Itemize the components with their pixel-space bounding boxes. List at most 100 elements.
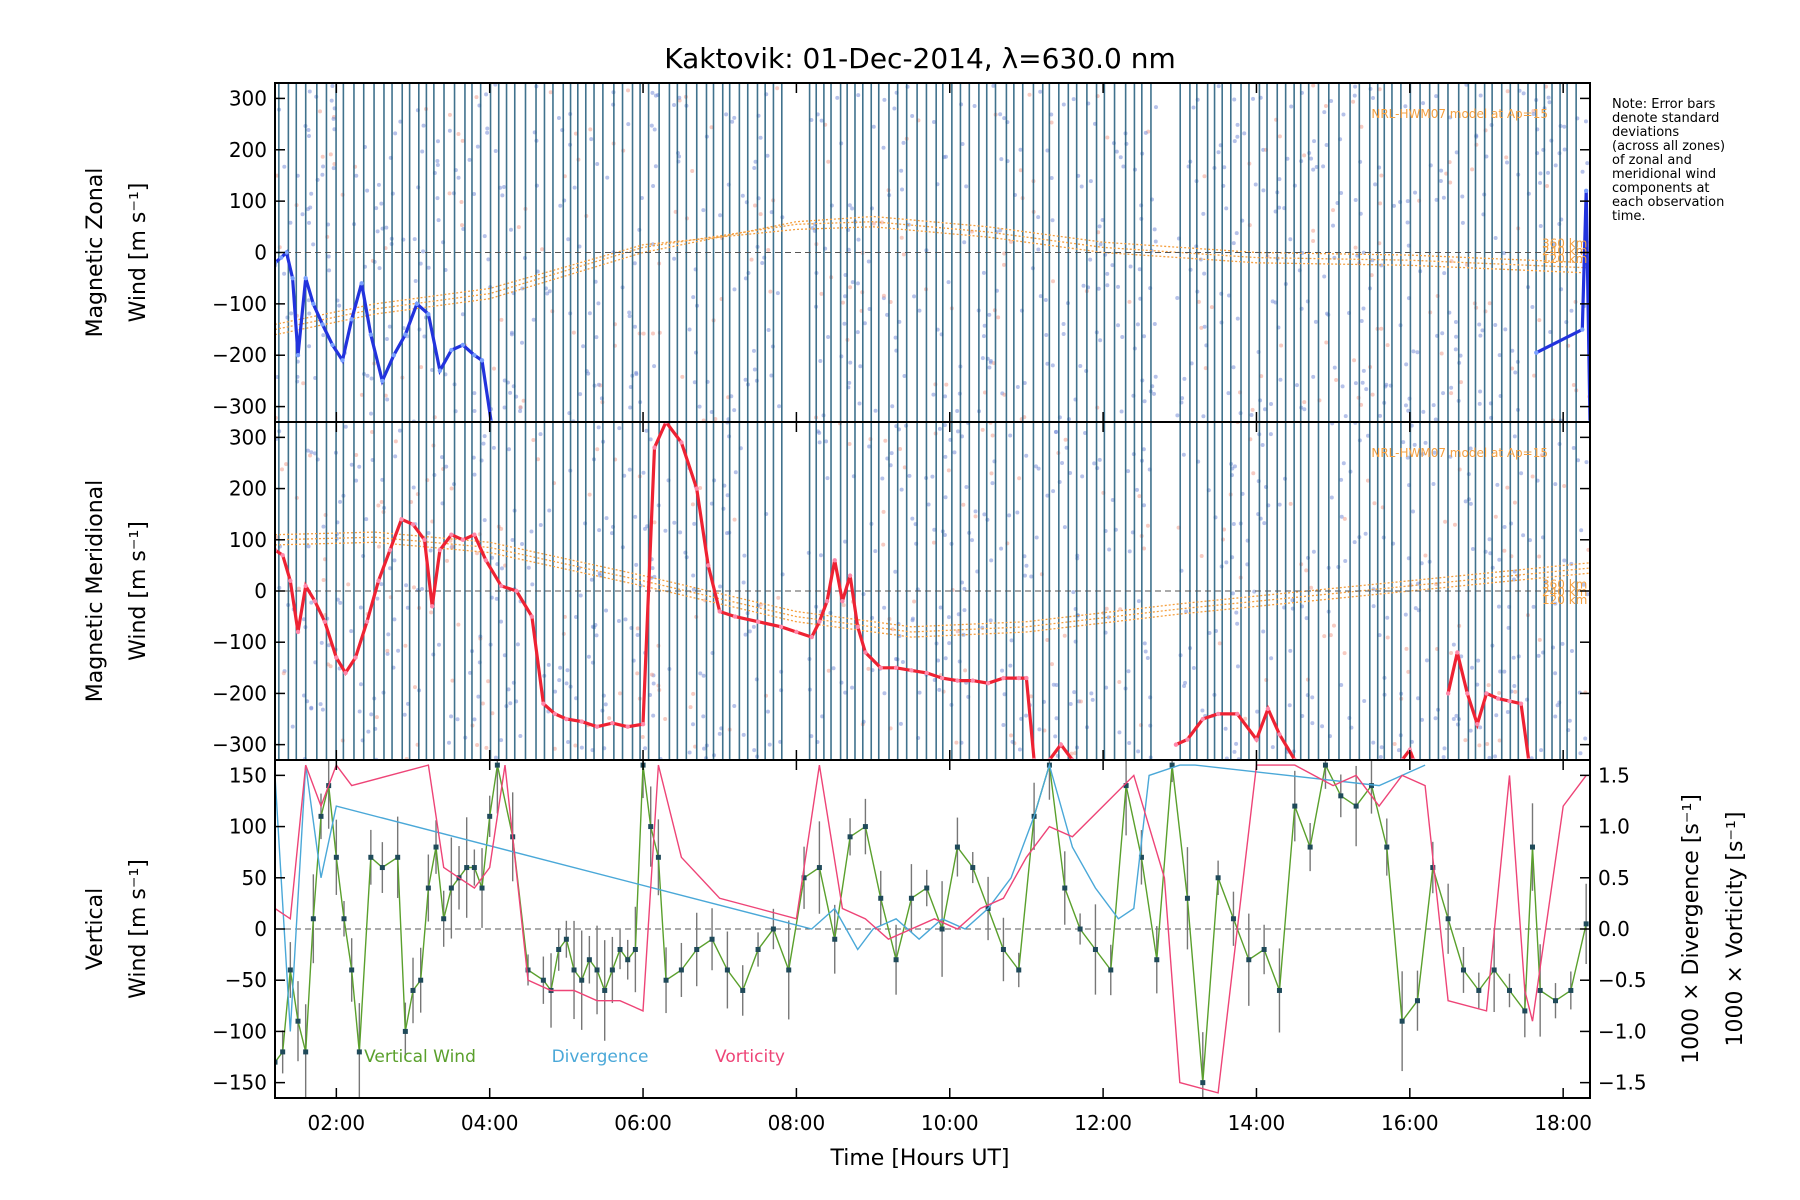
scatter-dot [1555,703,1560,708]
scatter-dot [1268,432,1273,437]
vertical-wind-point [1476,987,1482,993]
vertical-wind-point [1184,895,1190,901]
scatter-dot [1152,227,1157,232]
scatter-dot [882,691,887,696]
series-point-zonal [403,332,408,337]
scatter-dot [1313,319,1318,324]
scatter-dot [300,212,305,217]
vertical-wind-point [655,854,661,860]
scatter-dot [604,516,609,521]
scatter-dot [1116,284,1121,289]
scatter-dot [1442,746,1447,751]
scatter-dot [1537,554,1542,559]
scatter-dot [1487,301,1492,306]
scatter-dot [1448,115,1453,120]
scatter-dot [751,624,756,629]
scatter-dot [1359,319,1364,324]
scatter-dot [1069,751,1074,756]
scatter-dot [938,605,943,610]
scatter-dot [1519,471,1524,476]
error-bars [275,760,1587,1098]
series-point-meridional [1058,742,1064,747]
y-tick-label: 0 [254,579,267,603]
scatter-dot [697,404,702,409]
scatter-dot [1530,474,1535,479]
scatter-dot [1222,527,1227,532]
model-curve-label: 120 km [1542,593,1587,607]
scatter-dot [1253,182,1258,187]
scatter-dot [1191,105,1196,110]
scatter-dot [1142,641,1147,646]
series-point-zonal [380,378,385,384]
scatter-dot [428,548,433,553]
scatter-dot [893,335,898,340]
scatter-dot [1384,382,1389,387]
scatter-dot [566,740,571,745]
scatter-dot [751,348,756,353]
scatter-dot [1117,730,1122,735]
vertical-wind-point [1529,844,1535,850]
scatter-dot [758,212,763,217]
scatter-dot [1443,519,1448,524]
scatter-dot [1531,112,1536,117]
scatter-dot [1363,531,1368,536]
x-tick-label: 04:00 [461,1111,519,1135]
scatter-dot [1119,409,1124,414]
scatter-dot [1323,104,1328,109]
scatter-dot [1322,274,1327,279]
scatter-dot [1051,489,1056,494]
vertical-wind-point [1322,762,1328,768]
series-point-meridional [1185,737,1190,742]
plot-area [275,760,1590,1098]
scatter-dot [1580,169,1585,174]
scatter-dot [1449,391,1454,396]
vertical-wind-point [801,875,807,881]
vertical-wind-point [1537,987,1543,993]
scatter-dot [1175,295,1180,300]
scatter-dot [1571,445,1576,450]
vertical-wind-point [1215,875,1221,881]
scatter-dot [1199,554,1204,559]
vertical-wind-point [1230,916,1236,922]
scatter-dot [626,122,631,127]
series-point-zonal [278,255,284,260]
scatter-dot [850,206,855,211]
scatter-dot [482,234,487,239]
scatter-dot [435,196,440,201]
scatter-dot [358,605,363,610]
y-tick-label: 200 [229,138,267,162]
scatter-dot [1061,332,1066,337]
scatter-dot [521,398,526,403]
scatter-dot [627,310,632,315]
x-tick-label: 08:00 [768,1111,826,1135]
series-point-meridional [422,537,427,542]
scatter-dot [856,93,861,98]
scatter-dot [531,317,536,322]
scatter-dot [843,294,848,299]
scatter-dot [1202,174,1207,179]
scatter-dot [1468,501,1473,506]
scatter-dot [1054,682,1059,687]
scatter-dot [1538,180,1543,185]
scatter-dot [1495,482,1500,487]
scatter-dot [413,278,418,283]
scatter-dot [1061,102,1066,107]
scatter-dot [1378,201,1383,206]
scatter-dot [732,115,737,120]
scatter-dot [392,617,397,622]
scatter-dot [818,358,823,363]
scatter-dot [841,603,846,608]
scatter-dot [898,721,903,726]
scatter-dot [1235,122,1240,127]
series-point-meridional [437,547,443,553]
scatter-dot [752,203,757,208]
vertical-wind-point [847,834,853,840]
scatter-dot [1038,294,1043,299]
scatter-dot [1477,743,1482,748]
scatter-dot [375,596,380,601]
scatter-dot [397,428,402,433]
scatter-dot [840,300,845,305]
scatter-dot [741,580,746,585]
scatter-dot [1503,327,1508,332]
